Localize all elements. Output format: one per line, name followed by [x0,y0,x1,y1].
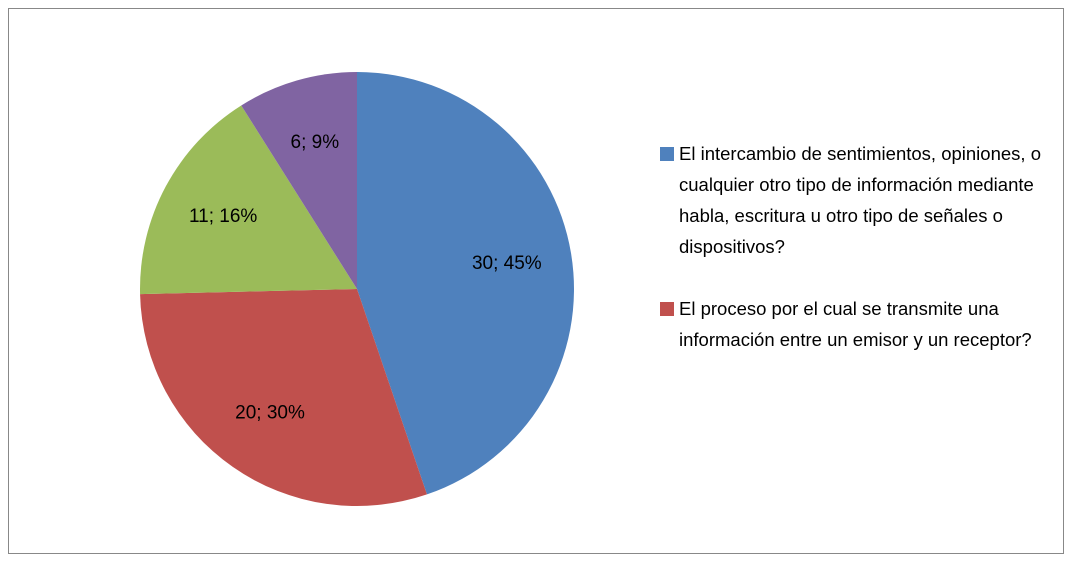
pie-slice [140,105,357,295]
legend-label: El proceso por el cual se transmite una … [679,298,1032,350]
pie-slice [241,72,357,289]
legend-label: El intercambio de sentimientos, opinione… [679,143,1041,257]
data-label: 11; 16% [189,206,257,227]
pie-slice [140,289,427,506]
legend-entry: El intercambio de sentimientos, opinione… [660,138,1055,262]
data-label: 20; 30% [235,403,305,424]
legend-swatch [660,302,674,316]
legend-entry: El proceso por el cual se transmite una … [660,293,1055,355]
pie-slice [357,72,574,495]
legend: El intercambio de sentimientos, opinione… [660,138,1055,386]
legend-swatch [660,147,674,161]
chart-frame [8,8,1064,554]
data-label: 30; 45% [472,253,542,274]
data-label: 6; 9% [291,132,340,153]
